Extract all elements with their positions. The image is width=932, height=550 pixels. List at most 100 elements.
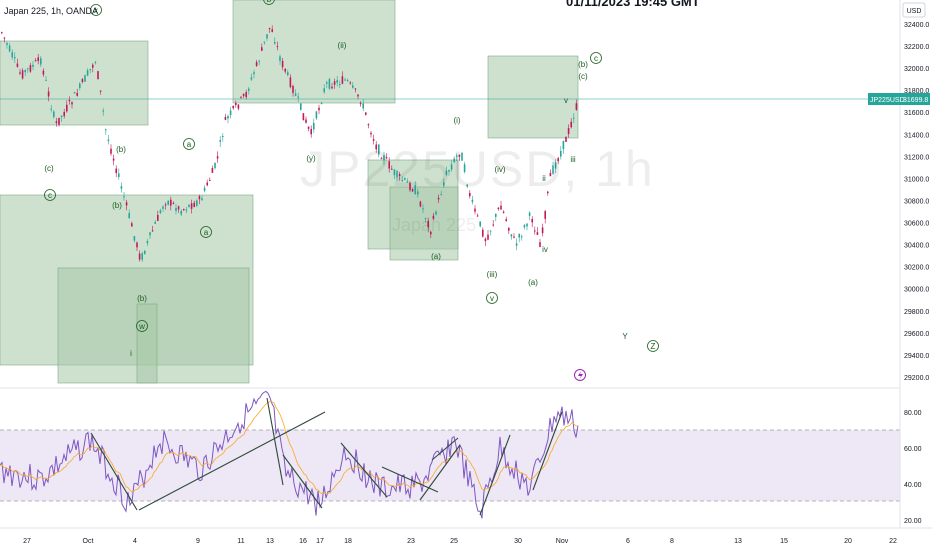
candle-body — [289, 77, 292, 88]
time-tick: 15 — [780, 538, 788, 545]
time-tick: Oct — [83, 538, 94, 545]
candle-body — [81, 79, 84, 83]
candle-body — [107, 139, 110, 142]
candle-body — [37, 57, 39, 62]
candle-body — [437, 197, 440, 200]
wave-label: (iii) — [487, 270, 498, 279]
candle-body — [531, 218, 533, 223]
trendline[interactable] — [431, 437, 459, 461]
wave-label: (b) — [578, 60, 588, 69]
trendline[interactable] — [479, 434, 511, 516]
candle-body — [292, 85, 294, 93]
snapshot-timestamp: 01/11/2023 19:45 GMT — [566, 0, 700, 9]
candle-body — [34, 60, 37, 62]
candle-body — [331, 86, 333, 89]
price-tick: 30600.0 — [904, 221, 929, 228]
candle-body — [190, 203, 193, 209]
candle-body — [515, 243, 518, 246]
symbol-title[interactable]: Japan 225, 1h, OANDA — [4, 6, 99, 16]
candle-body — [427, 220, 429, 228]
wave-label: (a) — [528, 278, 538, 287]
time-tick: 16 — [299, 538, 307, 545]
wave-label: (ii) — [338, 41, 347, 50]
price-tick: 31800.0 — [904, 88, 929, 95]
zone-box — [0, 40, 149, 126]
candle-body — [1, 32, 3, 34]
candle-body — [323, 88, 325, 93]
wave-circle — [263, 0, 275, 5]
candle-body — [196, 200, 198, 206]
candle-body — [479, 221, 481, 227]
candle-body — [393, 169, 396, 176]
candle-body — [266, 34, 268, 39]
candle-body — [336, 80, 338, 83]
candle-body — [47, 91, 50, 97]
trendline[interactable] — [419, 444, 461, 501]
rsi-line — [0, 390, 579, 519]
time-tick: 8 — [670, 538, 674, 545]
wave-circle — [200, 226, 212, 238]
wave-circle — [136, 320, 148, 332]
candle-body — [411, 189, 414, 192]
trendline[interactable] — [90, 432, 138, 511]
trendline[interactable] — [532, 411, 563, 491]
candle-body — [513, 236, 515, 238]
candle-body — [115, 168, 117, 174]
candle-body — [58, 117, 60, 125]
candle-body — [398, 174, 401, 176]
trendline[interactable] — [266, 397, 284, 486]
candle-body — [94, 62, 97, 64]
trendline[interactable] — [340, 442, 388, 498]
candle-body — [29, 65, 32, 72]
rsi-axis[interactable]: 80.00 60.00 40.00 20.00 — [904, 410, 922, 525]
candle-body — [562, 140, 565, 150]
wave-circle — [183, 138, 195, 150]
trendline[interactable] — [282, 454, 323, 509]
candle-body — [521, 236, 523, 238]
wave-label: (b) — [116, 145, 126, 154]
rsi-tick: 40.00 — [904, 482, 922, 489]
time-tick: 25 — [450, 538, 458, 545]
candle-body — [21, 70, 24, 79]
candle-body — [424, 218, 427, 220]
candle-body — [11, 52, 13, 58]
candle-body — [180, 210, 182, 215]
wave-label: Z — [651, 342, 656, 351]
price-tick: 31200.0 — [904, 154, 929, 161]
candle-body — [55, 121, 58, 124]
candle-body — [185, 209, 188, 211]
candle-body — [203, 187, 206, 191]
trendline[interactable] — [138, 411, 326, 511]
candle-body — [245, 92, 247, 98]
candle-body — [378, 144, 380, 155]
candle-body — [201, 198, 203, 201]
candle-body — [229, 110, 232, 115]
wave-label: v — [490, 294, 494, 303]
candle-body — [573, 117, 575, 119]
candle-body — [354, 88, 357, 90]
candle-body — [541, 227, 544, 234]
candle-body — [469, 192, 471, 197]
time-tick: 22 — [889, 538, 897, 545]
candle-body — [526, 223, 528, 227]
candle-body — [536, 232, 539, 235]
candle-body — [232, 105, 234, 109]
currency-badge[interactable] — [902, 2, 926, 18]
candle-body — [539, 242, 541, 247]
candle-body — [170, 199, 172, 206]
watermark-name: Japan 225 — [392, 215, 477, 235]
candle-body — [162, 206, 164, 209]
candle-body — [14, 57, 16, 59]
time-tick: 11 — [237, 538, 244, 545]
candle-body — [328, 79, 331, 89]
price-axis[interactable]: 32400.0 32200.0 32000.0 31800.0 31600.0 31400… — [904, 22, 929, 382]
candle-body — [443, 182, 445, 186]
candle-body — [404, 177, 406, 180]
candle-body — [3, 37, 6, 39]
candle-body — [310, 128, 312, 135]
candle-body — [510, 234, 513, 237]
time-axis[interactable]: 27 Oct 4 9 11 13 16 17 18 23 25 30 Nov 6 8 13 15 20 22 — [23, 538, 897, 545]
candle-body — [92, 64, 94, 68]
candle-body — [508, 227, 510, 231]
